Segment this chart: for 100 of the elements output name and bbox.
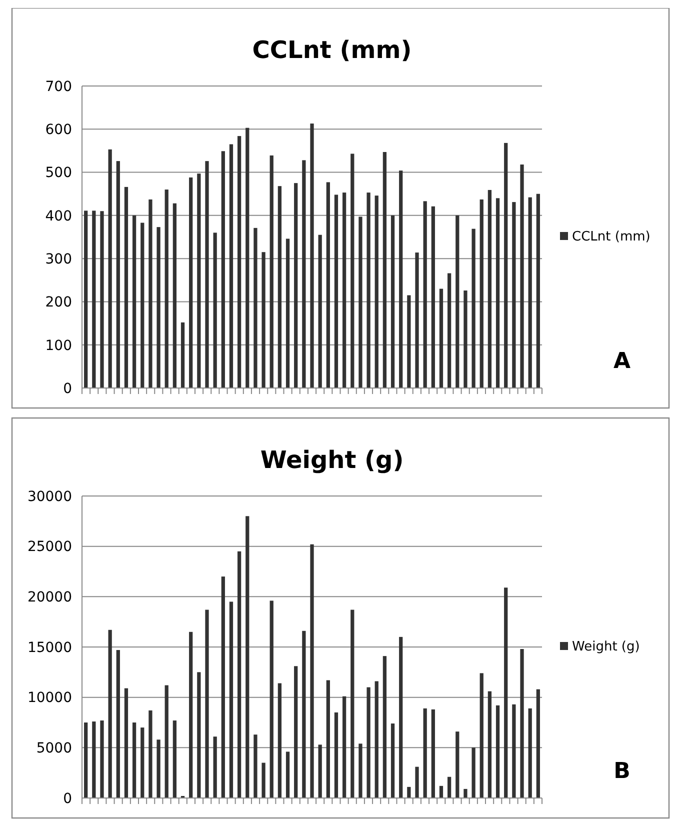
- bar: [108, 149, 112, 388]
- bar: [480, 199, 484, 388]
- bar: [156, 740, 160, 798]
- bar: [237, 136, 242, 388]
- bar: [326, 182, 330, 388]
- bar: [286, 752, 290, 798]
- y-tick-label: 0: [63, 790, 72, 807]
- y-tick-label: 100: [45, 338, 72, 354]
- bar: [262, 252, 266, 388]
- bar: [270, 155, 274, 388]
- bar: [246, 516, 250, 798]
- bar: [512, 704, 516, 798]
- y-tick-label: 10000: [27, 690, 72, 706]
- bar: [197, 174, 201, 388]
- bar: [431, 709, 435, 798]
- bar: [116, 650, 120, 798]
- y-tick-label: 15000: [27, 640, 72, 656]
- bar: [528, 708, 532, 798]
- bar: [439, 786, 444, 798]
- y-tick-label: 5000: [36, 740, 72, 757]
- bar: [254, 734, 258, 798]
- bar: [116, 161, 120, 388]
- bar: [407, 786, 411, 798]
- bar: [189, 632, 193, 798]
- bar: [374, 196, 378, 388]
- bar: [92, 210, 96, 388]
- bar: [528, 197, 532, 388]
- bar: [334, 712, 338, 798]
- bar: [504, 588, 508, 798]
- text: A: [613, 349, 631, 374]
- bar: [246, 128, 250, 388]
- bar: [480, 673, 484, 798]
- bar: [229, 602, 234, 798]
- y-tick-label: 500: [45, 165, 72, 182]
- bar: [221, 151, 225, 388]
- y-tick-label: 700: [45, 78, 72, 95]
- bar: [278, 683, 282, 798]
- bar: [366, 192, 370, 388]
- bar: [334, 194, 338, 388]
- bar: [140, 728, 144, 798]
- y-tick-label: 20000: [27, 590, 72, 606]
- bar: [108, 630, 112, 798]
- y-tick-label: 0: [63, 380, 72, 397]
- bar: [124, 688, 128, 798]
- bar: [221, 576, 225, 798]
- bar: [415, 766, 419, 798]
- bar: [262, 762, 266, 798]
- bar: [456, 732, 460, 798]
- chart-title: Weight (g): [260, 446, 404, 474]
- y-tick-label: 300: [45, 251, 72, 268]
- bar: [310, 124, 314, 388]
- bar: [431, 206, 435, 388]
- bar: [423, 708, 427, 798]
- bar: [536, 689, 540, 798]
- bar: [464, 290, 468, 388]
- bar: [132, 722, 136, 798]
- y-tick-label: 200: [45, 294, 72, 311]
- bar: [464, 788, 468, 798]
- bar: [496, 705, 500, 798]
- bar: [164, 190, 168, 388]
- bar: [213, 736, 217, 798]
- bar: [358, 216, 362, 388]
- bar: [229, 144, 234, 388]
- bar: [148, 710, 152, 798]
- bar: [132, 215, 136, 388]
- bar: [350, 154, 354, 388]
- bar: [423, 201, 427, 388]
- bar: [342, 696, 346, 798]
- bar: [294, 183, 298, 388]
- bar: [294, 666, 298, 798]
- bar: [254, 228, 258, 388]
- bar: [100, 211, 104, 388]
- bar: [447, 776, 452, 798]
- bar: [350, 610, 354, 798]
- bar: [472, 748, 476, 798]
- text: B: [614, 759, 630, 784]
- bar: [342, 192, 346, 388]
- bar: [374, 681, 378, 798]
- bar: [520, 164, 524, 388]
- bar: [172, 203, 177, 388]
- bar: [382, 152, 387, 388]
- bar: [286, 238, 290, 388]
- bar: [213, 232, 217, 388]
- bar: [84, 722, 88, 798]
- bar: [237, 551, 242, 798]
- bar: [390, 215, 395, 388]
- bar: [189, 177, 193, 388]
- y-tick-label: 25000: [27, 539, 72, 556]
- chart-title: CCLnt (mm): [252, 36, 412, 64]
- bar: [156, 227, 160, 388]
- bar: [302, 630, 306, 798]
- bar: [496, 198, 500, 388]
- bar: [205, 610, 209, 798]
- bar: [310, 544, 314, 798]
- bar: [472, 228, 476, 388]
- y-tick-label: 30000: [27, 488, 72, 505]
- bar: [415, 252, 419, 388]
- bar: [140, 222, 144, 388]
- bar: [358, 744, 362, 798]
- bar: [270, 600, 274, 798]
